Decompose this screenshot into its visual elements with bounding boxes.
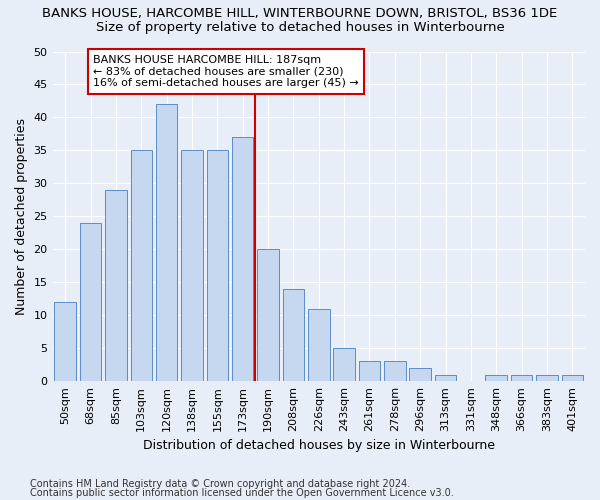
Bar	[80, 223, 101, 381]
Bar	[131, 150, 152, 381]
Bar	[232, 137, 253, 381]
Bar	[511, 374, 532, 381]
Bar	[105, 190, 127, 381]
Text: Size of property relative to detached houses in Winterbourne: Size of property relative to detached ho…	[95, 21, 505, 34]
Text: BANKS HOUSE, HARCOMBE HILL, WINTERBOURNE DOWN, BRISTOL, BS36 1DE: BANKS HOUSE, HARCOMBE HILL, WINTERBOURNE…	[43, 8, 557, 20]
Text: BANKS HOUSE HARCOMBE HILL: 187sqm
← 83% of detached houses are smaller (230)
16%: BANKS HOUSE HARCOMBE HILL: 187sqm ← 83% …	[93, 55, 359, 88]
Bar	[562, 374, 583, 381]
Bar	[283, 289, 304, 381]
X-axis label: Distribution of detached houses by size in Winterbourne: Distribution of detached houses by size …	[143, 440, 495, 452]
Bar	[55, 302, 76, 381]
Bar	[359, 362, 380, 381]
Text: Contains HM Land Registry data © Crown copyright and database right 2024.: Contains HM Land Registry data © Crown c…	[30, 479, 410, 489]
Bar	[206, 150, 228, 381]
Bar	[435, 374, 457, 381]
Bar	[156, 104, 178, 381]
Bar	[257, 250, 279, 381]
Bar	[308, 308, 329, 381]
Bar	[181, 150, 203, 381]
Text: Contains public sector information licensed under the Open Government Licence v3: Contains public sector information licen…	[30, 488, 454, 498]
Bar	[536, 374, 558, 381]
Bar	[334, 348, 355, 381]
Bar	[384, 362, 406, 381]
Bar	[485, 374, 507, 381]
Y-axis label: Number of detached properties: Number of detached properties	[15, 118, 28, 315]
Bar	[409, 368, 431, 381]
